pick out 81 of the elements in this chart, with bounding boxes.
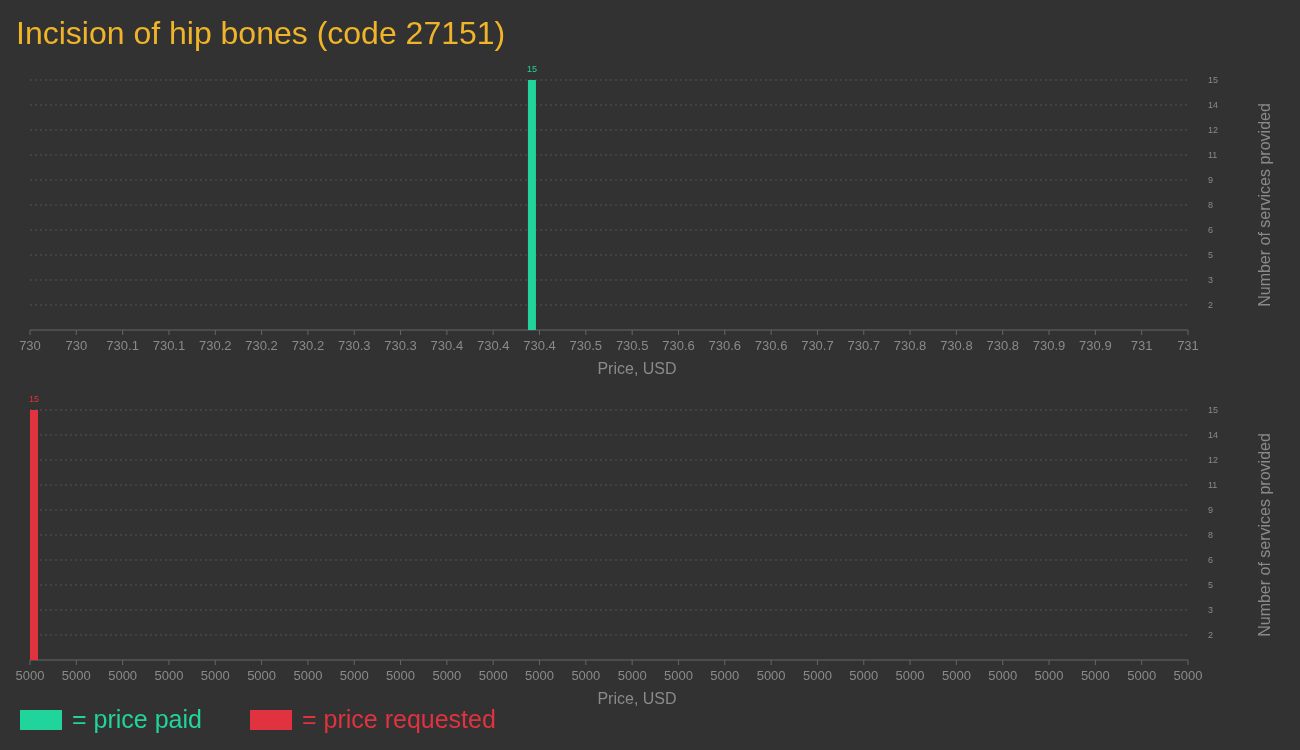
- x-tick-label: 730.7: [801, 338, 834, 353]
- y-tick-label: 5: [1208, 250, 1214, 260]
- x-tick-label: 5000: [1173, 668, 1203, 683]
- x-tick-label: 730.9: [1032, 338, 1066, 353]
- y-tick-label: 2: [1208, 300, 1214, 310]
- x-tick-label: 730: [65, 338, 88, 353]
- x-tick-label: 5000: [617, 668, 647, 683]
- y-tick-label: 8: [1208, 200, 1214, 210]
- y-tick-label: 9: [1208, 505, 1214, 515]
- x-tick-label: 5000: [1034, 668, 1064, 683]
- y-tick-label: 6: [1208, 555, 1214, 565]
- x-tick-label: 5000: [247, 668, 277, 683]
- data-label: 15: [526, 64, 537, 74]
- x-tick-label: 730.6: [754, 338, 788, 353]
- y-tick-label: 6: [1208, 225, 1214, 235]
- x-tick-label: 5000: [478, 668, 508, 683]
- x-tick-label: 730.7: [847, 338, 881, 353]
- x-tick-label: 730.4: [523, 338, 556, 353]
- x-tick-label: 730.4: [476, 338, 510, 353]
- x-tick-label: 5000: [339, 668, 369, 683]
- x-tick-label: 5000: [200, 668, 230, 683]
- x-tick-label: 5000: [756, 668, 786, 683]
- x-tick-label: 5000: [941, 668, 971, 683]
- x-tick-label: 5000: [432, 668, 462, 683]
- y-tick-label: 15: [1208, 75, 1219, 85]
- y-tick-label: 11: [1208, 480, 1218, 490]
- x-tick-label: 5000: [1080, 668, 1110, 683]
- x-tick-label: 730.9: [1079, 338, 1112, 353]
- chart-title: Incision of hip bones (code 27151): [16, 15, 506, 51]
- x-axis-title: Price, USD: [597, 690, 677, 707]
- y-tick-label: 3: [1208, 605, 1214, 615]
- x-tick-label: 5000: [15, 668, 45, 683]
- x-tick-label: 730.2: [291, 338, 325, 353]
- x-tick-label: 5000: [525, 668, 554, 683]
- y-tick-label: 12: [1208, 455, 1219, 465]
- x-tick-label: 730.6: [662, 338, 695, 353]
- x-tick-label: 5000: [293, 668, 323, 683]
- x-tick-label: 731: [1130, 338, 1153, 353]
- x-tick-label: 730: [19, 338, 41, 353]
- x-tick-label: 730.2: [245, 338, 278, 353]
- x-tick-label: 5000: [895, 668, 925, 683]
- legend-label: = price requested: [302, 705, 496, 733]
- x-tick-label: 5000: [710, 668, 740, 683]
- x-tick-label: 5000: [61, 668, 91, 683]
- y-tick-label: 14: [1208, 430, 1219, 440]
- x-tick-label: 730.8: [986, 338, 1019, 353]
- x-tick-label: 5000: [1127, 668, 1157, 683]
- y-tick-label: 9: [1208, 175, 1214, 185]
- y-axis-title: Number of services provided: [1256, 103, 1273, 307]
- x-tick-label: 730.8: [940, 338, 973, 353]
- legend-label: = price paid: [72, 705, 202, 733]
- x-tick-label: 5000: [849, 668, 879, 683]
- x-tick-label: 5000: [386, 668, 416, 683]
- y-tick-label: 3: [1208, 275, 1214, 285]
- y-axis-title: Number of services provided: [1256, 433, 1273, 637]
- y-tick-label: 12: [1208, 125, 1219, 135]
- x-tick-label: 730.4: [430, 338, 464, 353]
- x-tick-label: 5000: [154, 668, 184, 683]
- x-tick-label: 730.6: [708, 338, 742, 353]
- y-tick-label: 15: [1208, 405, 1219, 415]
- y-tick-label: 11: [1208, 150, 1218, 160]
- y-tick-label: 8: [1208, 530, 1214, 540]
- x-tick-label: 731: [1177, 338, 1199, 353]
- x-tick-label: 730.3: [384, 338, 417, 353]
- y-tick-label: 5: [1208, 580, 1214, 590]
- x-tick-label: 5000: [988, 668, 1018, 683]
- x-tick-label: 730.2: [199, 338, 232, 353]
- data-label: 15: [28, 394, 40, 404]
- y-tick-label: 2: [1208, 630, 1214, 640]
- x-tick-label: 730.1: [106, 338, 139, 353]
- y-tick-label: 14: [1208, 100, 1219, 110]
- x-tick-label: 730.5: [569, 338, 603, 353]
- x-tick-label: 730.3: [337, 338, 371, 353]
- x-tick-label: 730.8: [893, 338, 927, 353]
- x-tick-label: 5000: [108, 668, 138, 683]
- x-tick-label: 5000: [571, 668, 601, 683]
- x-tick-label: 730.5: [615, 338, 649, 353]
- x-tick-label: 5000: [802, 668, 832, 683]
- x-axis-title: Price, USD: [597, 360, 677, 377]
- x-tick-label: 5000: [664, 668, 693, 683]
- x-tick-label: 730.1: [152, 338, 186, 353]
